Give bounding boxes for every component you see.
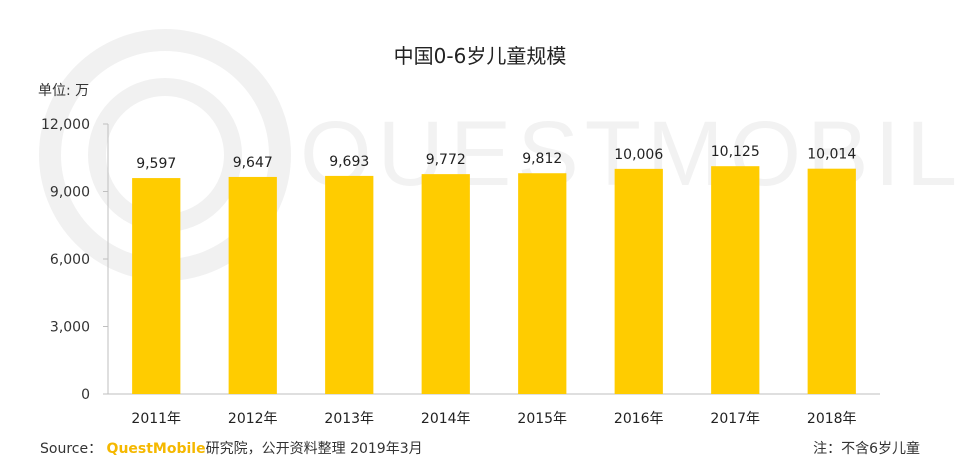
data-label: 9,647	[233, 155, 273, 171]
source-prefix: Source：	[40, 441, 103, 457]
x-tick-label: 2011年	[131, 411, 181, 427]
y-tick-label: 6,000	[50, 252, 90, 268]
chart-title: 中国0-6岁儿童规模	[393, 44, 567, 68]
unit-label: 单位: 万	[38, 83, 90, 99]
bar	[421, 174, 470, 394]
x-tick-label: 2012年	[228, 411, 278, 427]
bar	[614, 168, 663, 394]
y-tick-label: 12,000	[41, 117, 90, 133]
bar	[807, 168, 856, 394]
data-label: 9,597	[136, 156, 176, 172]
bar	[132, 178, 181, 394]
source-suffix: 研究院，公开资料整理 2019年3月	[205, 441, 423, 457]
x-tick-label: 2015年	[517, 411, 567, 427]
footnote: 注：不含6岁儿童	[813, 441, 920, 457]
data-label: 9,812	[522, 151, 562, 167]
y-tick-label: 9,000	[50, 185, 90, 201]
source-note: Source： QuestMobile研究院，公开资料整理 2019年3月	[40, 438, 423, 458]
y-tick-label: 0	[81, 387, 90, 403]
y-tick-label: 3,000	[50, 320, 90, 336]
data-label: 10,006	[614, 147, 663, 163]
bar	[518, 173, 567, 394]
x-tick-label: 2017年	[710, 411, 760, 427]
x-tick-label: 2018年	[807, 411, 857, 427]
x-tick-label: 2016年	[614, 411, 664, 427]
x-tick-label: 2014年	[421, 411, 471, 427]
data-label: 9,772	[426, 152, 466, 168]
data-label: 10,125	[711, 144, 760, 160]
bar	[711, 166, 760, 394]
bar	[325, 175, 374, 394]
bar	[228, 176, 277, 394]
data-label: 9,693	[329, 154, 369, 170]
source-brand: QuestMobile	[106, 441, 206, 457]
data-label: 10,014	[807, 147, 856, 163]
x-tick-label: 2013年	[324, 411, 374, 427]
